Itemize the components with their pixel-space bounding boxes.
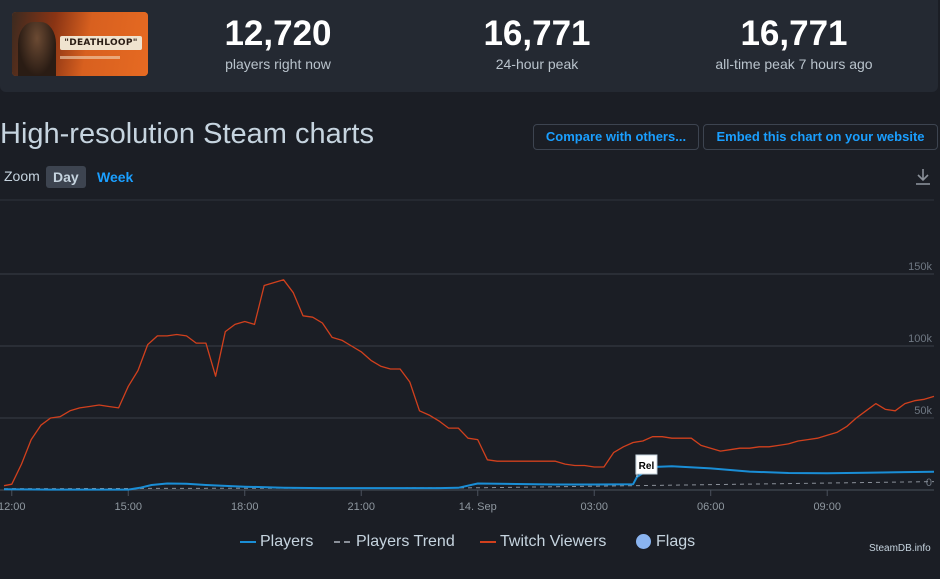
download-icon[interactable] <box>912 166 934 188</box>
stat-current-players: 12,720 players right now <box>196 14 360 73</box>
legend-swatch-twitch <box>480 541 496 543</box>
x-tick-label: 18:00 <box>231 501 259 513</box>
page-title: High-resolution Steam charts <box>0 118 374 150</box>
legend-item-flags[interactable]: Flags <box>636 532 695 552</box>
legend-label: Players <box>260 533 314 550</box>
stat-all-time-peak: 16,771 all-time peak 7 hours ago <box>694 14 894 73</box>
flag-label: Rel <box>639 461 655 472</box>
cover-strip <box>60 56 120 59</box>
series-line-players-trend <box>3 481 935 490</box>
zoom-day-button[interactable]: Day <box>46 166 86 188</box>
y-tick-label: 0 <box>926 477 932 489</box>
stat-label: all-time peak 7 hours ago <box>715 56 873 72</box>
stat-value: 12,720 <box>224 14 332 53</box>
x-tick-label: 14. Sep <box>459 501 497 513</box>
stat-label: players right now <box>225 56 331 72</box>
y-tick-label: 50k <box>914 405 932 417</box>
embed-chart-button[interactable]: Embed this chart on your website <box>703 124 938 150</box>
series-line-twitch-viewers <box>3 279 935 487</box>
legend-label: Twitch Viewers <box>500 533 607 550</box>
x-tick-label: 15:00 <box>114 501 142 513</box>
legend-label: Flags <box>656 533 696 550</box>
compare-button[interactable]: Compare with others... <box>533 124 699 150</box>
stats-bar: "DEATHLOOP" 12,720 players right now 16,… <box>0 0 938 92</box>
legend-swatch-players <box>240 541 256 543</box>
stat-24h-peak: 16,771 24-hour peak <box>455 14 619 73</box>
legend-item-twitch-viewers[interactable]: Twitch Viewers <box>480 532 606 552</box>
zoom-label: Zoom <box>4 168 40 184</box>
cover-logo: "DEATHLOOP" <box>60 36 142 50</box>
x-tick-label: 21:00 <box>347 501 375 513</box>
game-cover-image[interactable]: "DEATHLOOP" <box>12 12 148 76</box>
chart-legend: Players Players Trend Twitch Viewers Fla… <box>0 532 940 552</box>
x-tick-label: 06:00 <box>697 501 725 513</box>
legend-swatch-flags <box>636 534 651 549</box>
y-tick-label: 100k <box>908 333 932 345</box>
series-line-players <box>3 465 935 491</box>
legend-item-players-trend[interactable]: Players Trend <box>334 532 455 552</box>
x-tick-label: 03:00 <box>580 501 608 513</box>
x-tick-label: 12:00 <box>0 501 26 513</box>
x-tick-label: 09:00 <box>813 501 841 513</box>
steamdb-credit[interactable]: SteamDB.info <box>869 543 931 554</box>
legend-swatch-trend <box>334 541 350 543</box>
zoom-week-button[interactable]: Week <box>97 169 134 185</box>
stat-value: 16,771 <box>483 14 591 53</box>
stat-label: 24-hour peak <box>495 56 579 72</box>
stat-value: 16,771 <box>740 14 848 53</box>
legend-label: Players Trend <box>356 533 455 550</box>
y-tick-label: 150k <box>908 261 932 273</box>
cover-figure <box>18 22 56 76</box>
flag-box <box>635 454 658 475</box>
legend-item-players[interactable]: Players <box>240 532 313 552</box>
